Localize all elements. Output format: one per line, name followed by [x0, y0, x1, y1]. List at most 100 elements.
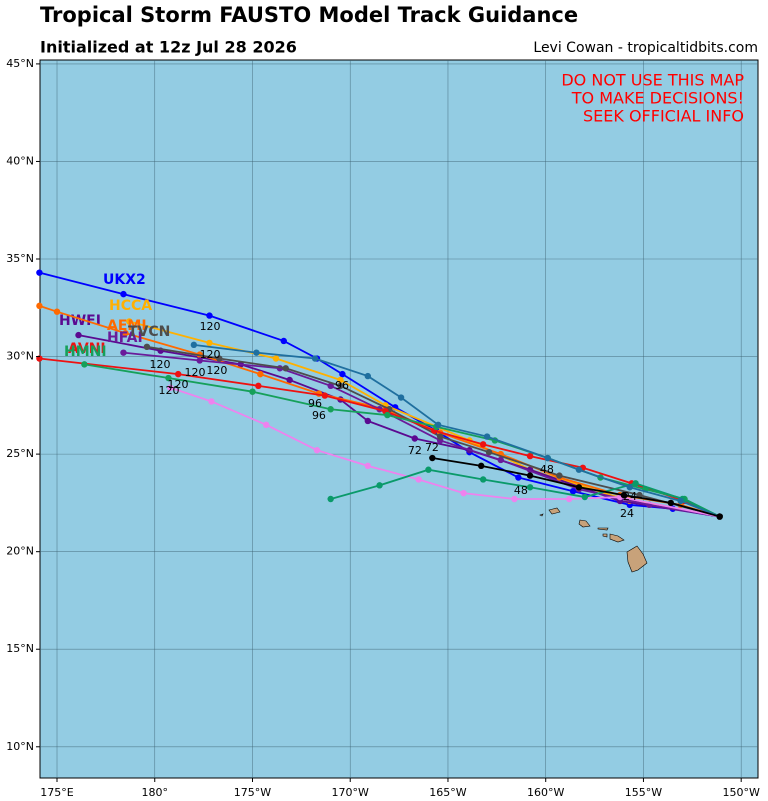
y-tick-label: 35°N [6, 252, 34, 265]
track-point [167, 384, 174, 391]
hour-label: 72 [425, 441, 439, 454]
track-label: HMNI [64, 344, 107, 360]
track-point [364, 462, 372, 470]
hour-label: 120 [150, 358, 171, 371]
track-point [497, 456, 504, 464]
track-point [411, 435, 418, 442]
hour-label: 120 [200, 348, 221, 361]
island [539, 513, 544, 517]
hour-label: 120 [168, 378, 189, 391]
credit: Levi Cowan - tropicaltidbits.com [533, 40, 758, 56]
x-tick-label: 155°W [625, 786, 662, 799]
track-point [565, 495, 573, 503]
track-point [434, 421, 442, 429]
track-point [339, 370, 346, 378]
track-point [556, 472, 563, 479]
track-point [143, 343, 151, 351]
track-point [364, 417, 372, 425]
track-point [526, 472, 534, 479]
island [602, 533, 608, 538]
hour-label: 72 [408, 444, 422, 457]
island [548, 507, 561, 515]
track [84, 363, 721, 518]
hour-label: 120 [200, 320, 221, 333]
track-point [620, 491, 628, 499]
track-point [81, 361, 88, 368]
y-tick-label: 20°N [6, 545, 34, 558]
track-point [575, 484, 583, 491]
track-point [196, 357, 203, 364]
track-point [716, 513, 723, 520]
y-tick-label: 10°N [6, 740, 34, 753]
island [609, 533, 625, 543]
track-point [429, 454, 436, 462]
island [597, 527, 609, 531]
track-point [569, 487, 577, 495]
track-point [208, 398, 215, 405]
track-point [575, 466, 583, 473]
hour-label: 24 [620, 507, 634, 520]
track-point [526, 452, 534, 460]
y-tick-label: 25°N [6, 447, 34, 460]
track-point [479, 441, 487, 448]
track-point [36, 269, 43, 276]
track-point [327, 406, 334, 413]
track-point [75, 331, 82, 339]
track-point [479, 476, 487, 483]
track-point [511, 495, 518, 503]
track-label: HCCA [109, 298, 152, 314]
y-tick-label: 40°N [6, 154, 34, 167]
hour-label: 120 [206, 364, 227, 377]
x-tick-label: 175°E [40, 786, 73, 799]
track-point [460, 489, 467, 497]
track-point [280, 337, 287, 345]
island [578, 519, 591, 528]
track-label: AVNI [68, 341, 106, 357]
track-point [175, 370, 182, 378]
warning: SEEK OFFICIAL INFO [583, 107, 744, 126]
track-point [257, 370, 264, 378]
track-point [384, 411, 391, 419]
warning: DO NOT USE THIS MAP [561, 71, 744, 90]
hour-label: 48 [540, 463, 554, 476]
track-point [397, 394, 405, 401]
x-tick-label: 150°W [723, 786, 760, 799]
islands [539, 507, 648, 573]
track-point [126, 318, 133, 325]
hour-label: 96 [312, 409, 326, 422]
subtitle: Initialized at 12z Jul 28 2026 [40, 38, 297, 57]
track-point [425, 466, 432, 473]
y-tick-label: 45°N [6, 57, 34, 70]
hour-label: 48 [514, 484, 528, 497]
track-point [253, 349, 260, 356]
track-point [626, 484, 633, 491]
track-point [311, 355, 319, 362]
y-tick-label: 15°N [6, 642, 34, 655]
x-tick-label: 160°W [527, 786, 564, 799]
track-point [526, 484, 534, 491]
track-point [667, 499, 675, 507]
track-point [321, 392, 329, 399]
track-point [632, 480, 639, 487]
track-point [262, 421, 270, 429]
track-point [477, 462, 485, 470]
track-point [337, 376, 344, 384]
warning: TO MAKE DECISIONS! [571, 89, 744, 108]
track-point [206, 312, 213, 319]
track-label: AEMI [107, 318, 147, 334]
track-point [313, 447, 321, 454]
track-point [190, 341, 198, 349]
track-point [165, 374, 172, 382]
track-point [544, 454, 551, 462]
track-point [515, 474, 522, 481]
track-point [249, 388, 256, 395]
track-point [120, 290, 127, 298]
hour-label: 120 [185, 366, 206, 379]
track-point [53, 308, 61, 315]
track-point [206, 339, 213, 347]
x-tick-label: 170°W [332, 786, 369, 799]
track-point [36, 302, 43, 310]
track-point [122, 329, 129, 337]
